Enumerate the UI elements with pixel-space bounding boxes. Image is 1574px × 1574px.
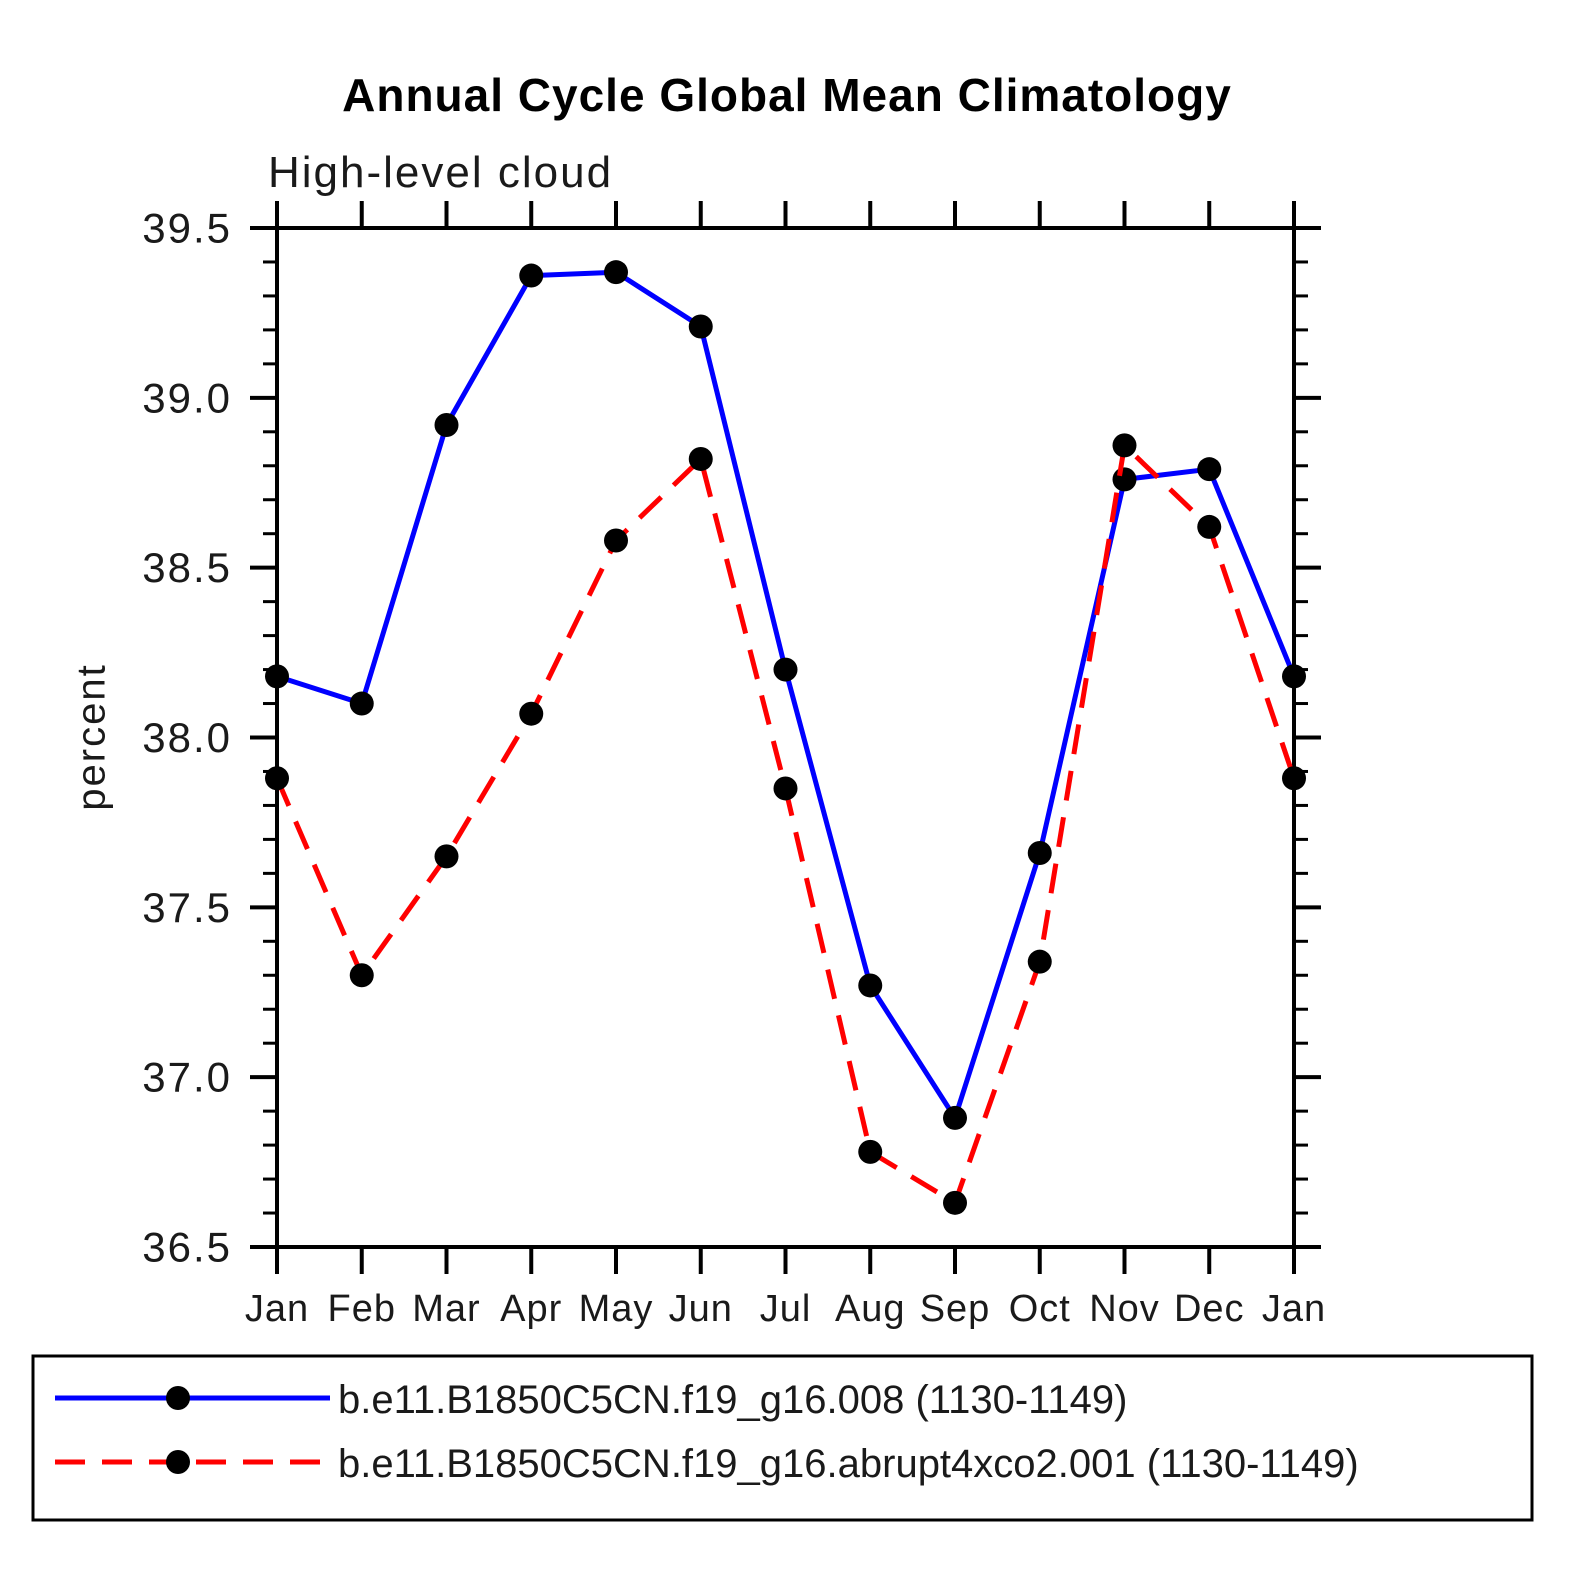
data-point: [349, 691, 374, 716]
y-tick-label: 39.0: [142, 374, 232, 421]
legend-entry-1: b.e11.B1850C5CN.f19_g16.abrupt4xco2.001 …: [55, 1442, 1359, 1486]
x-tick-label: Mar: [412, 1288, 480, 1330]
data-point: [858, 1139, 883, 1164]
data-point: [434, 844, 459, 869]
data-point: [604, 260, 628, 285]
data-point: [1197, 457, 1222, 482]
data-point: [265, 664, 289, 689]
data-point: [1112, 433, 1137, 458]
data-point: [1282, 766, 1306, 791]
x-tick-label: Feb: [328, 1288, 396, 1330]
data-point: [773, 657, 798, 682]
data-point: [858, 973, 883, 998]
legend: b.e11.B1850C5CN.f19_g16.008 (1130-1149) b…: [31, 1354, 1534, 1522]
data-point: [349, 963, 374, 988]
x-tick-label: Apr: [500, 1288, 562, 1330]
plot-area: [275, 226, 1296, 1249]
data-point: [604, 528, 628, 553]
data-point: [519, 263, 544, 288]
x-tick-label: Jan: [1262, 1288, 1326, 1330]
series-line-0: [276, 269, 1297, 1121]
x-tick-label: Aug: [835, 1288, 906, 1330]
legend-marker-dot: [166, 1450, 190, 1474]
data-point: [1027, 949, 1052, 974]
x-tick-label: Nov: [1089, 1288, 1160, 1330]
data-point: [943, 1105, 967, 1130]
y-tick-label: 39.5: [142, 205, 232, 252]
x-tick-label: Jul: [760, 1288, 812, 1330]
y-axis: 39.5 39.0 38.5 38.0 37.5 37.0 36.5: [142, 205, 1321, 1271]
data-point: [265, 766, 289, 791]
data-point: [519, 701, 544, 726]
y-tick-label: 38.0: [142, 714, 232, 761]
legend-label: b.e11.B1850C5CN.f19_g16.abrupt4xco2.001 …: [338, 1442, 1359, 1486]
x-tick-label: Oct: [1009, 1288, 1071, 1330]
y-tick-label: 37.0: [142, 1054, 232, 1101]
x-tick-label: Jun: [669, 1288, 733, 1330]
legend-box: [31, 1354, 1534, 1522]
y-tick-label: 36.5: [142, 1224, 232, 1271]
legend-entry-0: b.e11.B1850C5CN.f19_g16.008 (1130-1149): [55, 1378, 1127, 1422]
x-tick-label: Jan: [245, 1288, 309, 1330]
legend-marker-dot: [166, 1386, 190, 1410]
series-0: [265, 260, 1306, 1130]
legend-label: b.e11.B1850C5CN.f19_g16.008 (1130-1149): [338, 1378, 1127, 1422]
data-point: [1027, 840, 1052, 865]
data-point: [1197, 514, 1222, 539]
data-point: [943, 1190, 967, 1215]
data-point: [434, 413, 459, 438]
x-axis: Jan Feb Mar Apr May Jun Jul Aug Sep Oct Nov Dec Jan: [245, 201, 1326, 1330]
data-point: [688, 314, 713, 339]
series-1: [265, 433, 1306, 1215]
data-point: [1282, 664, 1306, 689]
data-point: [773, 776, 798, 801]
x-tick-label: Sep: [920, 1288, 991, 1330]
x-tick-label: May: [579, 1288, 654, 1330]
data-point: [1112, 467, 1137, 492]
chart-subtitle: High-level cloud: [268, 148, 614, 197]
y-tick-label: 38.5: [142, 544, 232, 591]
series-line-1: [274, 442, 1297, 1206]
y-tick-label: 37.5: [142, 884, 232, 931]
x-tick-label: Dec: [1174, 1288, 1245, 1330]
chart-title: Annual Cycle Global Mean Climatology: [342, 69, 1232, 121]
data-point: [688, 446, 713, 471]
